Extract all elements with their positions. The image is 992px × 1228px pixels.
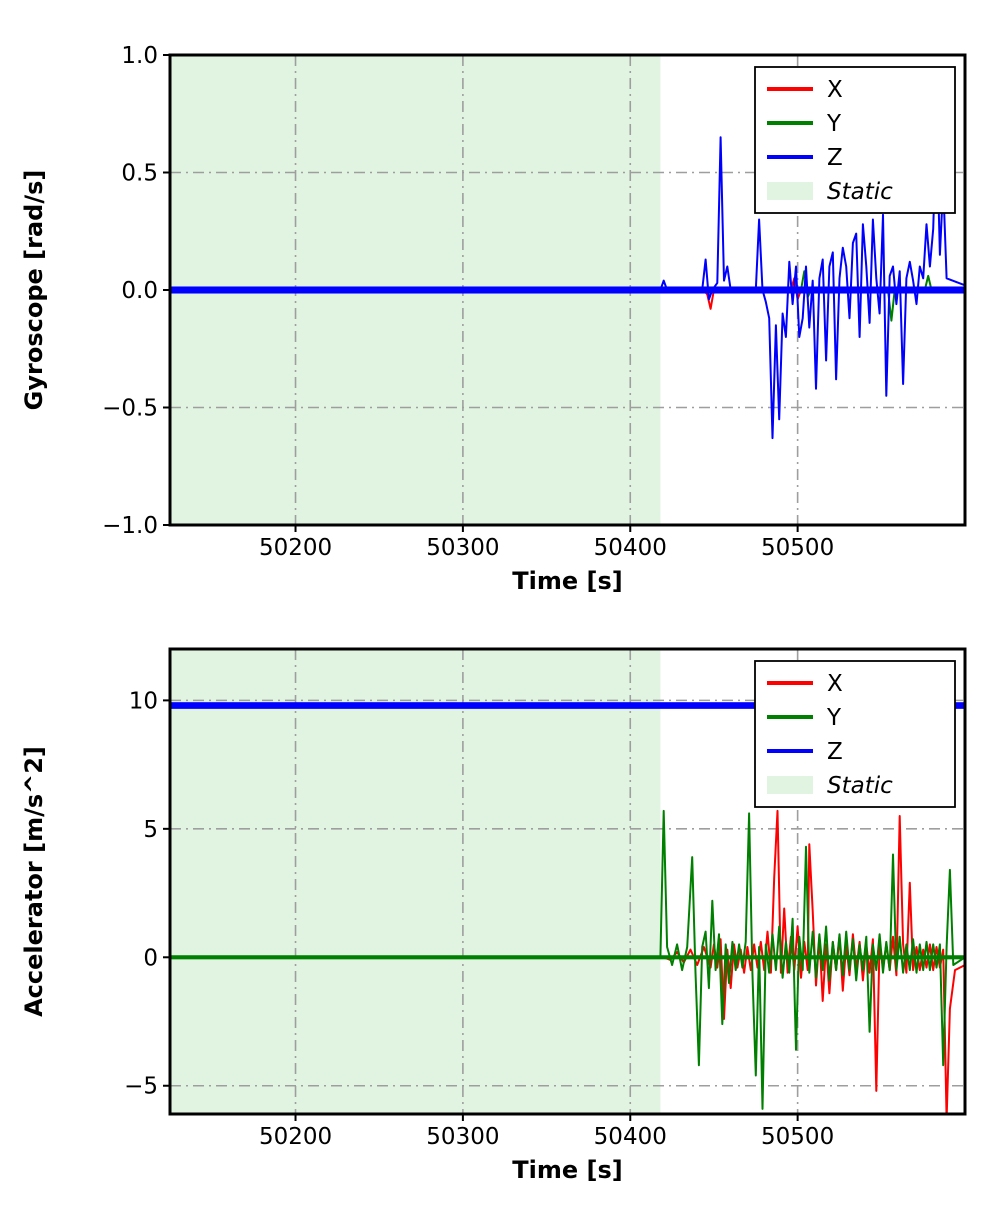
series-line-Y [170,809,965,1110]
tick-labels: 50200 50300 50400 50500 −5 0 5 10 [124,688,834,1150]
legend-label: X [827,671,843,697]
x-axis-label: Time [s] [512,1156,622,1184]
legend-patch-sample [767,182,813,200]
series-line-Z [170,119,965,440]
tick-labels: 50200 50300 50400 50500 −1.0 −0.5 0.0 0.5 1.0 [102,43,834,561]
y-axis-label: Gyroscope [rad/s] [20,170,48,411]
x-tick-label: 50500 [761,1124,834,1150]
gyroscope-chart: 50200 50300 50400 50500 −1.0 −0.5 0.0 0.5 1.0 Tim… [20,43,967,595]
y-tick-label: 10 [129,688,158,714]
legend: XYZ Static [754,66,956,214]
x-tick-label: 50200 [259,1124,332,1150]
x-tick-label: 50200 [259,535,332,561]
x-tick-label: 50300 [426,535,499,561]
legend-patch-sample [767,776,813,794]
legend-label: Static [827,773,893,799]
y-tick-label: 0.5 [121,161,158,187]
accelerator-chart: 50200 50300 50400 50500 −5 0 5 10 Time [s] Accele… [20,647,967,1184]
legend-label: Y [826,111,842,137]
x-tick-label: 50400 [594,1124,667,1150]
legend-label: Static [827,179,893,205]
y-tick-label: 0 [143,945,158,971]
legend-label: Z [827,145,843,171]
y-tick-label: −1.0 [102,513,158,539]
series-group [170,119,965,440]
static-region [170,649,661,1114]
legend-label: X [827,77,843,103]
gyroscope-figure: 50200 50300 50400 50500 −1.0 −0.5 0.0 0.5 1.0 Tim… [20,43,967,595]
x-axis-label: Time [s] [512,567,622,595]
y-tick-label: −5 [124,1074,158,1100]
accelerator-figure: 50200 50300 50400 50500 −5 0 5 10 Time [s] Accele… [0,618,992,1228]
legend: XYZ Static [754,660,956,808]
y-axis-label: Accelerator [m/s^2] [20,746,48,1017]
plot-frame [168,647,967,1116]
x-tick-label: 50300 [426,1124,499,1150]
y-tick-label: 5 [143,817,158,843]
x-tick-label: 50400 [594,535,667,561]
legend-label: Z [827,739,843,765]
legend-label: Y [826,705,842,731]
y-tick-label: 1.0 [121,43,158,69]
y-tick-label: 0.0 [121,278,158,304]
x-tick-label: 50500 [761,535,834,561]
y-tick-label: −0.5 [102,396,158,422]
